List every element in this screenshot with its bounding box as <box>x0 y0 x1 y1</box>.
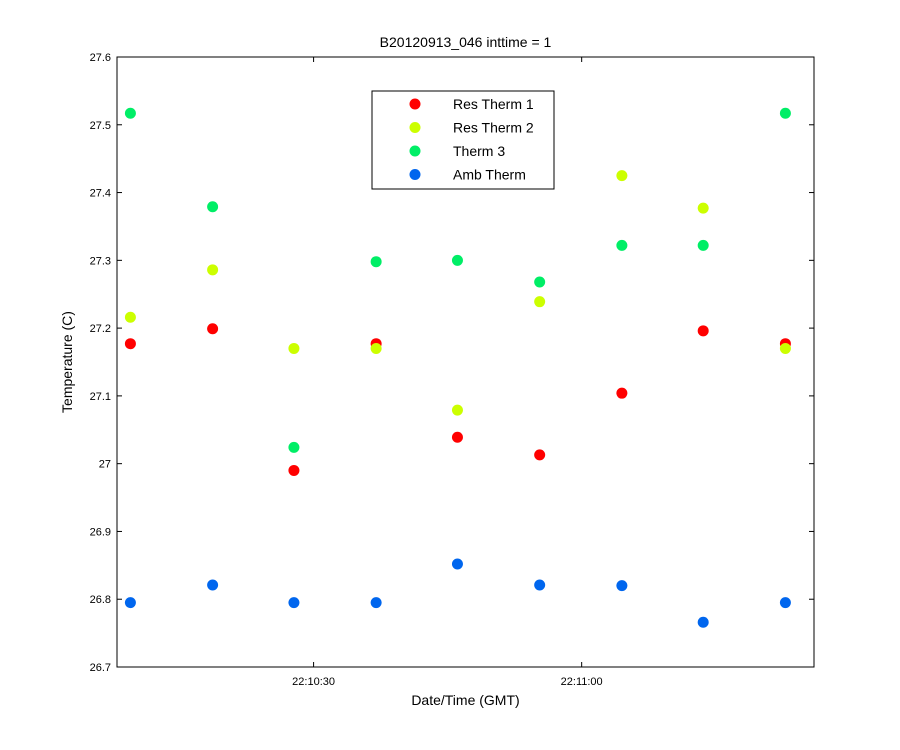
point-series-2-7 <box>697 239 709 251</box>
point-series-1-4 <box>451 404 463 416</box>
x-axis: 22:10:30 22:11:00 <box>292 57 603 688</box>
point-series-3-6 <box>616 580 628 592</box>
y-tick-label: 27.3 <box>90 255 111 267</box>
legend-marker-0 <box>409 98 421 110</box>
point-series-0-2 <box>288 464 300 476</box>
y-tick-label: 26.7 <box>90 662 111 674</box>
legend-marker-3 <box>409 169 421 180</box>
y-tick-label: 26.8 <box>90 594 111 606</box>
legend-label-1: Res Therm 2 <box>453 120 534 136</box>
data-points <box>124 107 791 628</box>
point-series-3-7 <box>697 616 709 628</box>
point-series-0-0 <box>124 338 136 350</box>
point-series-2-6 <box>616 239 628 251</box>
legend-label-3: Amb Therm <box>453 167 526 183</box>
point-series-3-4 <box>451 558 463 570</box>
point-series-3-0 <box>124 597 136 609</box>
point-series-0-1 <box>207 323 219 335</box>
point-series-0-5 <box>534 449 546 461</box>
y-tick-label: 27.4 <box>90 188 111 200</box>
point-series-1-8 <box>779 342 791 354</box>
point-series-2-0 <box>124 107 136 119</box>
point-series-3-2 <box>288 597 300 609</box>
legend-label-2: Therm 3 <box>453 143 505 159</box>
legend-box <box>371 90 555 190</box>
point-series-3-8 <box>779 597 791 609</box>
point-series-3-3 <box>370 597 382 609</box>
legend: Res Therm 1 Res Therm 2 Therm 3 Amb Therm <box>371 90 555 190</box>
y-tick-label: 27.6 <box>90 52 111 64</box>
point-series-2-5 <box>534 276 546 288</box>
point-series-2-8 <box>779 107 791 119</box>
point-series-2-1 <box>207 201 219 213</box>
point-series-1-0 <box>124 311 136 323</box>
x-tick-label: 22:10:30 <box>292 676 335 688</box>
point-series-1-6 <box>616 170 628 182</box>
point-series-2-2 <box>288 441 300 453</box>
y-tick-label: 27.5 <box>90 120 111 132</box>
y-tick-label: 27 <box>99 459 111 471</box>
point-series-1-5 <box>534 296 546 308</box>
legend-marker-2 <box>409 145 421 157</box>
y-tick-label: 27.1 <box>90 391 111 403</box>
legend-label-0: Res Therm 1 <box>453 96 534 112</box>
point-series-3-1 <box>207 579 219 591</box>
y-tick-label: 27.2 <box>90 323 111 335</box>
y-axis-label: Temperature (C) <box>59 311 75 413</box>
point-series-0-6 <box>616 387 628 399</box>
point-series-3-5 <box>534 579 546 591</box>
chart-title: B20120913_046 inttime = 1 <box>380 34 552 50</box>
y-tick-label: 26.9 <box>90 526 111 538</box>
x-axis-label: Date/Time (GMT) <box>411 692 519 708</box>
point-series-1-7 <box>697 202 709 214</box>
x-tick-label: 22:11:00 <box>561 676 603 688</box>
legend-marker-1 <box>409 122 421 133</box>
point-series-0-4 <box>451 431 463 443</box>
point-series-1-3 <box>370 342 382 354</box>
point-series-1-2 <box>288 342 300 354</box>
point-series-2-3 <box>370 256 382 268</box>
point-series-2-4 <box>451 254 463 266</box>
y-axis: 26.7 26.8 26.9 27 27.1 27.2 27.3 27.4 27.5 27.6 <box>90 52 814 674</box>
point-series-0-7 <box>697 325 709 337</box>
point-series-1-1 <box>207 264 219 276</box>
